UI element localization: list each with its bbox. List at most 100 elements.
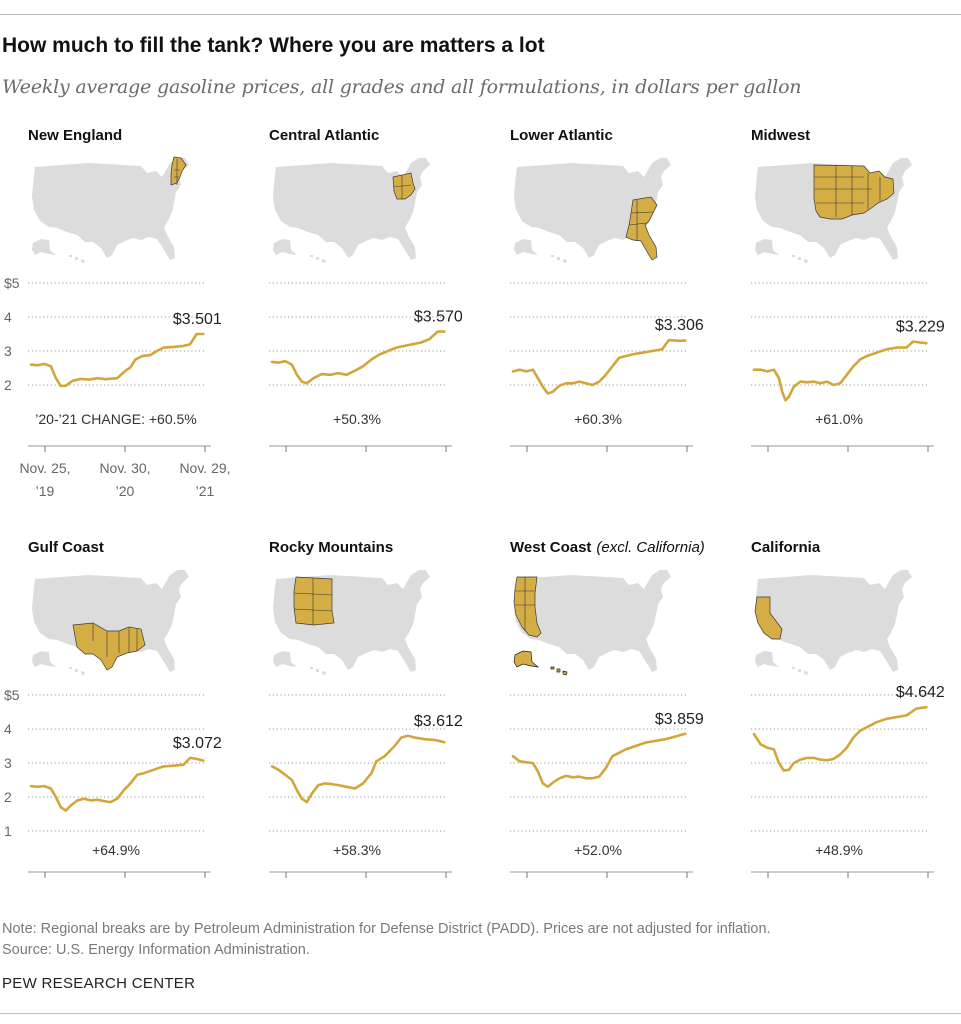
top-rule <box>0 14 961 15</box>
price-line <box>511 338 687 395</box>
final-value-label: $3.612 <box>414 713 463 730</box>
us-outline <box>514 570 671 672</box>
us-outline <box>273 158 430 260</box>
state-borders <box>628 200 654 241</box>
final-value-label: $3.501 <box>173 311 222 328</box>
alaska-outline <box>273 651 297 667</box>
y-tick-label: 3 <box>4 755 12 771</box>
price-line <box>29 756 205 812</box>
panel-california: California +48.9% $4.642 <box>751 539 945 878</box>
final-value-label: $3.570 <box>414 309 463 326</box>
price-line <box>752 340 928 402</box>
y-tick-label: 3 <box>4 343 12 359</box>
state-borders <box>92 623 138 657</box>
alaska-outline <box>514 239 538 255</box>
panel-title: Midwest <box>751 127 810 144</box>
y-tick-label: $5 <box>4 275 20 291</box>
price-line <box>752 705 928 772</box>
hawaii-outline <box>69 255 85 263</box>
panel-new-england: New England $5 4 3 2 ’20-’21 CHANGE: +60.5% No… <box>4 127 231 499</box>
y-tick-label: 2 <box>4 377 12 393</box>
x-tick-label: ’19 <box>36 483 55 499</box>
final-value-label: $3.306 <box>655 317 704 334</box>
us-map <box>32 156 189 263</box>
price-line <box>511 732 687 789</box>
region-highlight <box>72 622 146 671</box>
change-label: +61.0% <box>815 411 863 427</box>
state-borders <box>814 165 881 217</box>
state-borders <box>293 578 333 625</box>
change-label: ’20-’21 CHANGE: +60.5% <box>35 411 196 427</box>
panel-title: California <box>751 539 821 556</box>
price-line <box>270 330 446 385</box>
alaska-outline <box>273 239 297 255</box>
price-line <box>270 734 446 804</box>
us-map <box>755 158 912 263</box>
footnote: Note: Regional breaks are by Petroleum A… <box>2 919 771 961</box>
hawaii-highlight <box>550 666 568 676</box>
change-label: +48.9% <box>815 842 863 858</box>
change-label: +52.0% <box>574 842 622 858</box>
hawaii-outline <box>551 255 567 263</box>
panel-title: Lower Atlantic <box>510 127 613 144</box>
final-value-label: $3.859 <box>655 711 704 728</box>
panel-title: Rocky Mountains <box>269 539 393 556</box>
state-borders <box>174 159 180 185</box>
region-highlight <box>293 576 335 626</box>
hawaii-outline <box>69 667 85 675</box>
alaska-outline <box>32 651 56 667</box>
region-name: Lower Atlantic <box>510 127 613 144</box>
hawaii-outline <box>792 667 808 675</box>
source-text: Source: U.S. Energy Information Administ… <box>2 942 310 958</box>
chart-title: How much to fill the tank? Where you are… <box>2 34 545 57</box>
panel-gulf-coast: Gulf Coast $5 4 3 2 1 +64.9% $3.072 <box>4 539 222 878</box>
us-outline <box>32 158 189 260</box>
panel-title: New England <box>28 127 122 144</box>
panel-title: Gulf Coast <box>28 539 104 556</box>
us-outline <box>32 570 189 672</box>
region-name: California <box>751 539 821 556</box>
region-highlight <box>813 164 895 220</box>
region-name: Central Atlantic <box>269 127 379 144</box>
panel-title: Central Atlantic <box>269 127 379 144</box>
final-value-label: $3.229 <box>896 318 945 335</box>
x-tick-label: Nov. 29, <box>179 460 230 476</box>
us-map <box>754 570 912 675</box>
change-label: +60.3% <box>574 411 622 427</box>
alaska-highlight <box>513 650 540 668</box>
region-highlight <box>170 156 187 186</box>
x-tick-label: ’21 <box>196 483 215 499</box>
panel-west-coast: West Coast (excl. California) +52.0% $3.859 <box>510 539 705 878</box>
us-map <box>273 158 430 263</box>
region-note: (excl. California) <box>596 539 704 556</box>
panel-rocky-mountains: Rocky Mountains +58.3% $3.612 <box>269 539 463 878</box>
hawaii-outline <box>792 255 808 263</box>
region-name: Midwest <box>751 127 810 144</box>
state-borders <box>393 175 412 199</box>
change-label: +50.3% <box>333 411 381 427</box>
change-label: +64.9% <box>92 842 140 858</box>
panel-lower-atlantic: Lower Atlantic +60.3% $3.306 <box>510 127 704 452</box>
y-tick-label: $5 <box>4 687 20 703</box>
price-line <box>29 332 205 388</box>
state-borders <box>515 577 535 631</box>
panel-central-atlantic: Central Atlantic +50.3% $3.570 <box>269 127 463 452</box>
region-highlight <box>754 596 783 640</box>
us-map <box>273 570 430 675</box>
y-tick-label: 4 <box>4 721 12 737</box>
region-name: West Coast <box>510 539 591 556</box>
region-name: New England <box>28 127 122 144</box>
alaska-outline <box>32 239 56 255</box>
region-name: Gulf Coast <box>28 539 104 556</box>
y-tick-label: 1 <box>4 823 12 839</box>
x-tick-label: Nov. 25, <box>19 460 70 476</box>
y-tick-label: 4 <box>4 309 12 325</box>
chart-subtitle: Weekly average gasoline prices, all grad… <box>2 76 802 98</box>
y-tick-label: 2 <box>4 789 12 805</box>
us-map <box>32 570 189 675</box>
small-multiples-chart: New England $5 4 3 2 ’20-’21 CHANGE: +60.5% No… <box>4 127 945 878</box>
hawaii-outline <box>310 667 326 675</box>
x-tick-label: Nov. 30, <box>99 460 150 476</box>
region-name: Rocky Mountains <box>269 539 393 556</box>
region-highlight <box>513 576 542 638</box>
